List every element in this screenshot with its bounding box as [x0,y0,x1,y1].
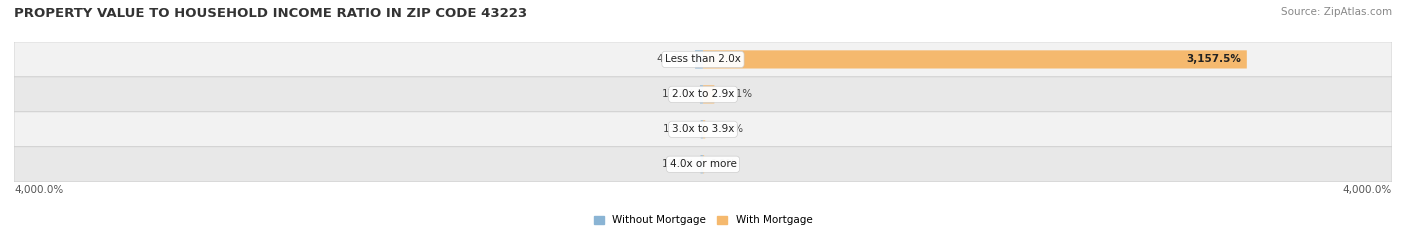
FancyBboxPatch shape [14,77,1392,112]
Text: 15.0%: 15.0% [662,159,695,169]
Text: PROPERTY VALUE TO HOUSEHOLD INCOME RATIO IN ZIP CODE 43223: PROPERTY VALUE TO HOUSEHOLD INCOME RATIO… [14,7,527,20]
Legend: Without Mortgage, With Mortgage: Without Mortgage, With Mortgage [589,211,817,230]
FancyBboxPatch shape [14,112,1392,147]
Text: 6.9%: 6.9% [710,159,735,169]
FancyBboxPatch shape [703,85,714,103]
FancyBboxPatch shape [700,85,703,103]
Text: 13.8%: 13.8% [662,124,696,134]
Text: 17.7%: 17.7% [662,89,695,99]
FancyBboxPatch shape [703,120,706,138]
Text: 2.0x to 2.9x: 2.0x to 2.9x [672,89,734,99]
Text: 46.3%: 46.3% [657,55,690,64]
Text: 3.0x to 3.9x: 3.0x to 3.9x [672,124,734,134]
FancyBboxPatch shape [14,147,1392,182]
FancyBboxPatch shape [700,155,703,173]
Text: Less than 2.0x: Less than 2.0x [665,55,741,64]
FancyBboxPatch shape [695,50,703,69]
Text: 4.0x or more: 4.0x or more [669,159,737,169]
Text: 4,000.0%: 4,000.0% [1343,185,1392,195]
FancyBboxPatch shape [700,120,703,138]
Text: 3,157.5%: 3,157.5% [1187,55,1241,64]
FancyBboxPatch shape [703,50,1247,69]
Text: 4,000.0%: 4,000.0% [14,185,63,195]
FancyBboxPatch shape [14,42,1392,77]
Text: 13.2%: 13.2% [710,124,744,134]
Text: 66.1%: 66.1% [720,89,752,99]
Text: Source: ZipAtlas.com: Source: ZipAtlas.com [1281,7,1392,17]
